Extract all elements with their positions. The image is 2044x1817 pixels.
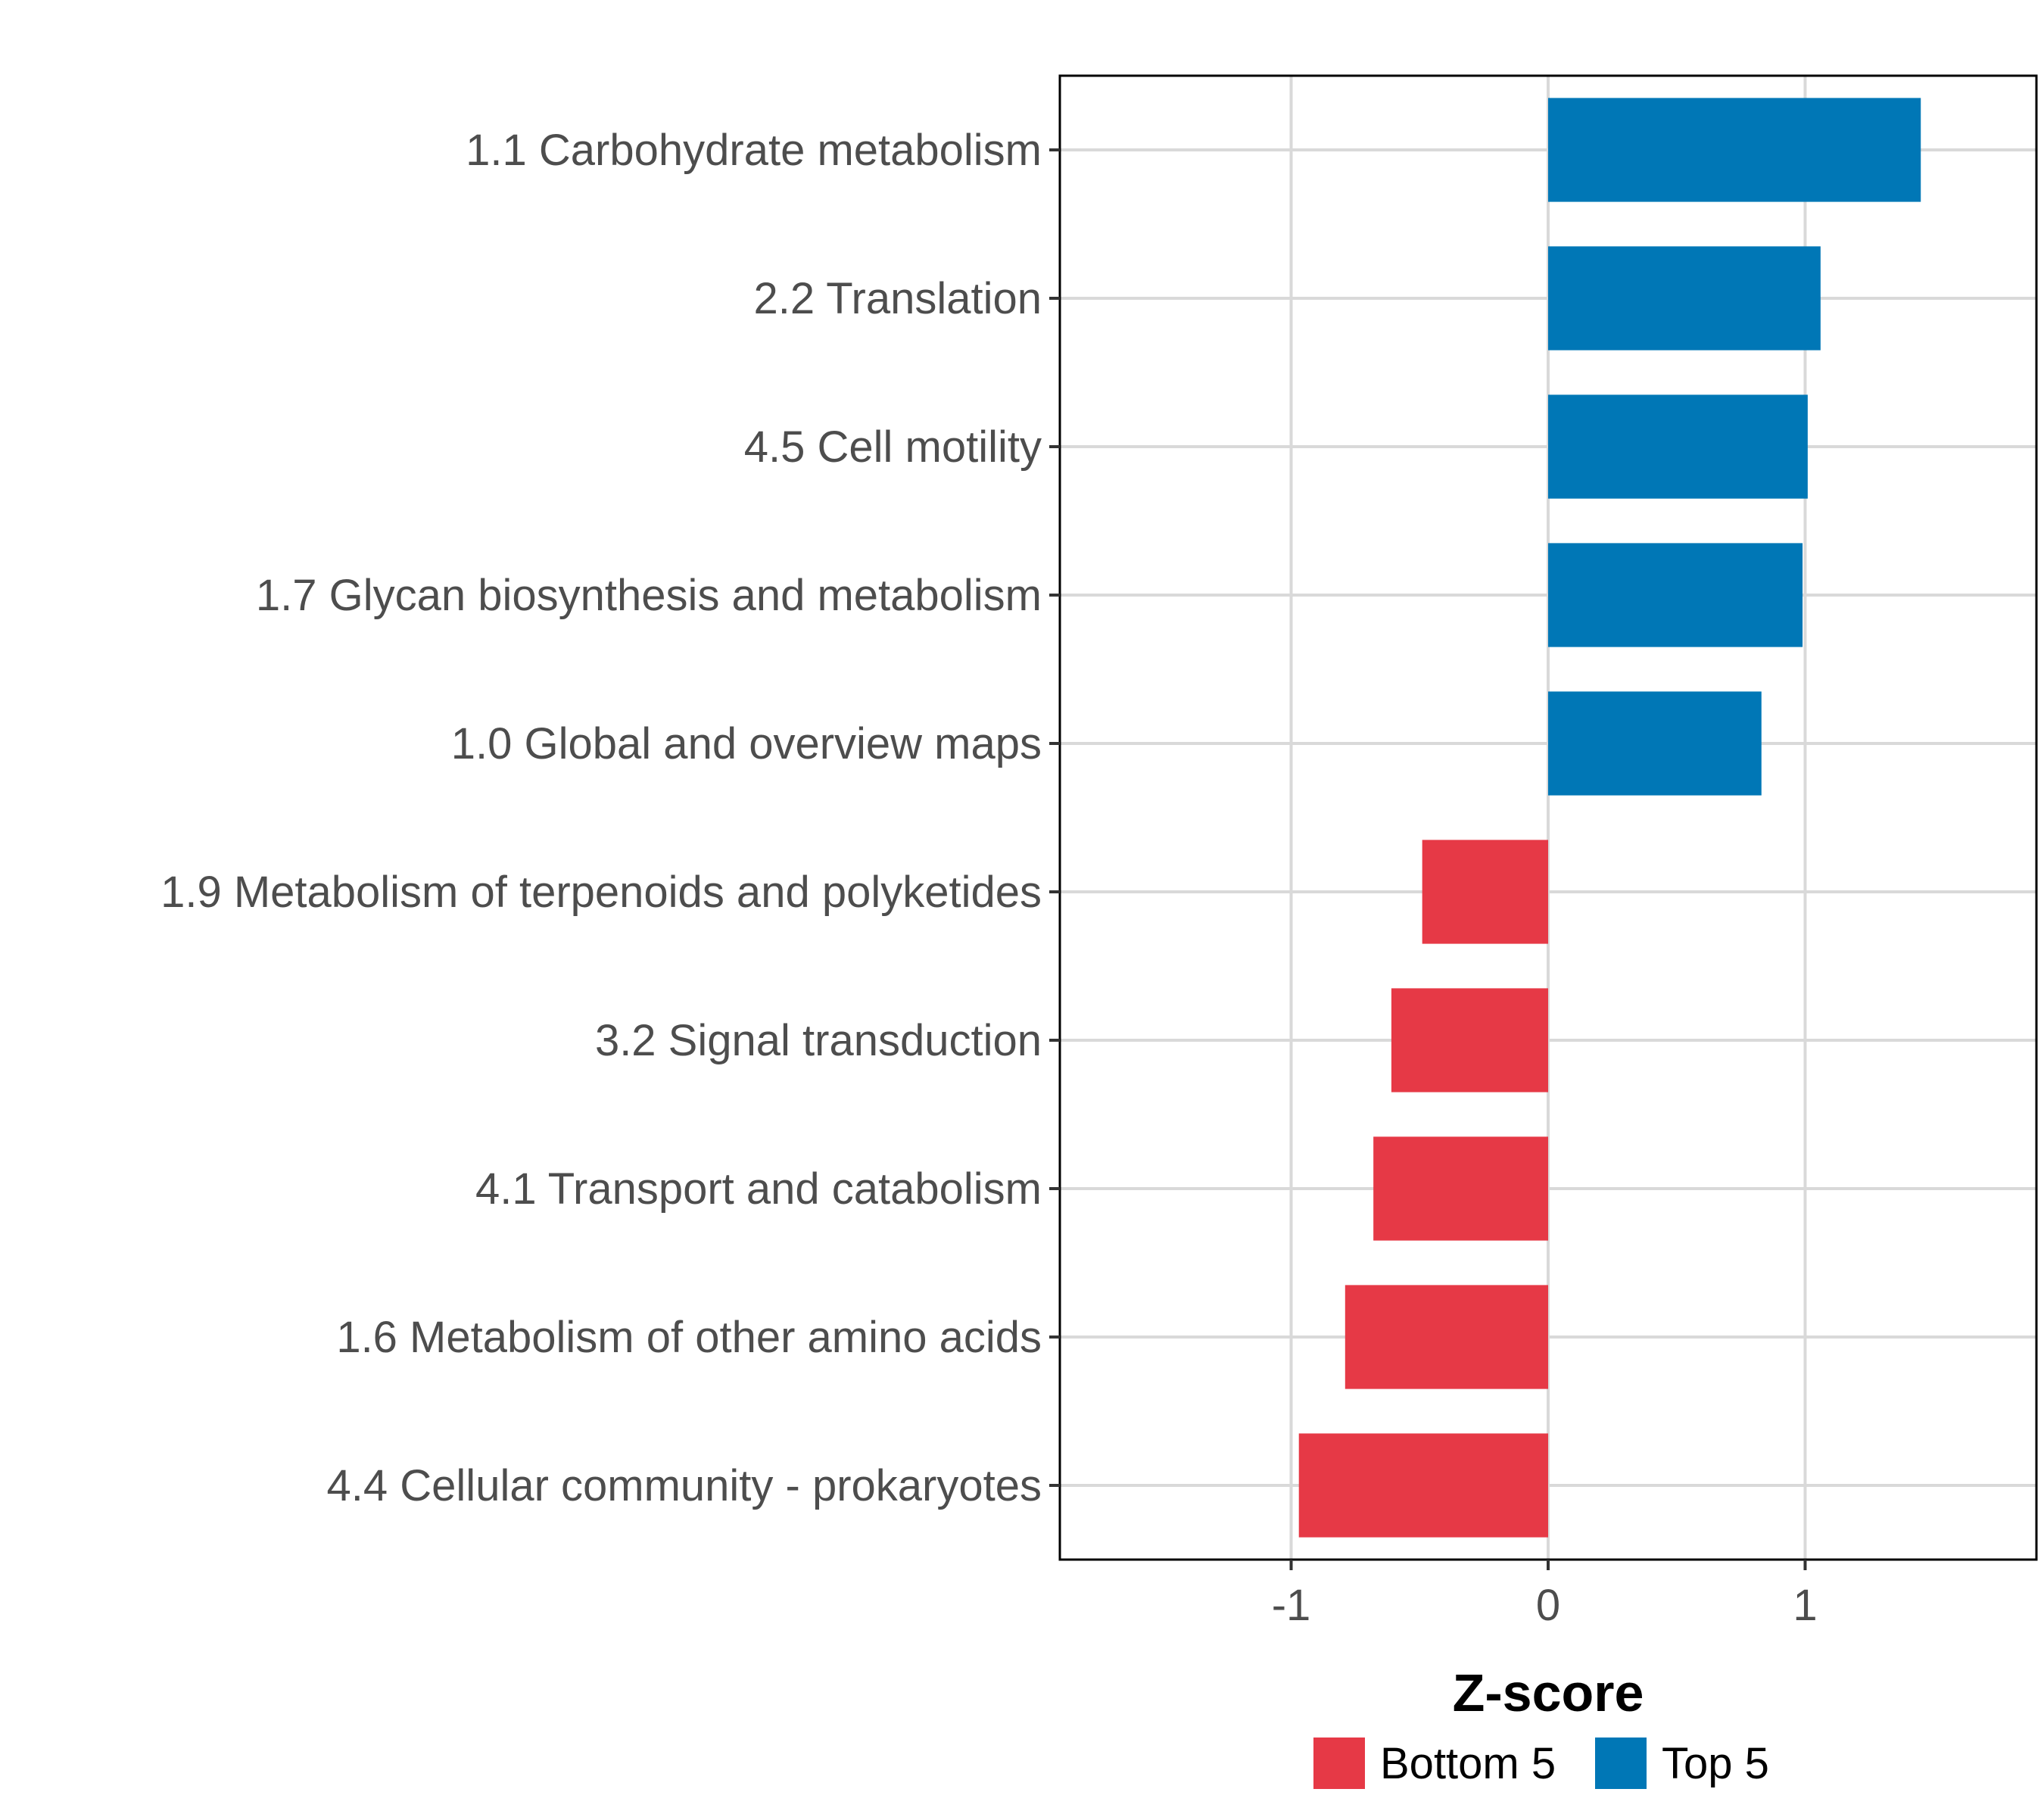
x-tick-label: 0 [1536,1581,1560,1630]
y-axis: 1.1 Carbohydrate metabolism 2.2 Translati… [160,126,1060,1510]
bars [1298,98,1921,1538]
y-tick-label: 4.4 Cellular community - prokaryotes [327,1461,1042,1510]
legend: Bottom 5 Top 5 [1313,1738,1769,1789]
y-tick-label: 1.1 Carbohydrate metabolism [466,126,1042,175]
y-tick-label: 1.0 Global and overview maps [451,719,1042,768]
legend-label: Top 5 [1662,1739,1769,1788]
bar [1548,246,1821,351]
bar [1422,840,1548,944]
x-tick-label: 1 [1793,1581,1817,1630]
y-tick-label: 3.2 Signal transduction [595,1016,1042,1065]
x-axis: -1 0 1 [1272,1560,1818,1630]
y-tick-label: 1.6 Metabolism of other amino acids [336,1313,1042,1362]
y-tick-label: 2.2 Translation [754,274,1042,323]
legend-key [1313,1738,1365,1789]
x-tick-label: -1 [1272,1581,1311,1630]
bar [1548,394,1808,499]
y-tick-label: 1.9 Metabolism of terpenoids and polyket… [160,868,1042,917]
bar [1548,543,1803,647]
y-tick-label: 1.7 Glycan biosynthesis and metabolism [256,571,1042,620]
x-axis-title: Z-score [1453,1663,1644,1722]
y-tick-label: 4.5 Cell motility [744,422,1042,472]
bar [1373,1136,1548,1241]
bar [1548,98,1921,202]
bar [1298,1433,1548,1538]
legend-label: Bottom 5 [1380,1739,1556,1788]
bar [1344,1285,1548,1389]
y-tick-label: 4.1 Transport and catabolism [475,1164,1042,1214]
bar [1548,691,1762,796]
legend-key [1595,1738,1647,1789]
bar [1391,988,1548,1092]
